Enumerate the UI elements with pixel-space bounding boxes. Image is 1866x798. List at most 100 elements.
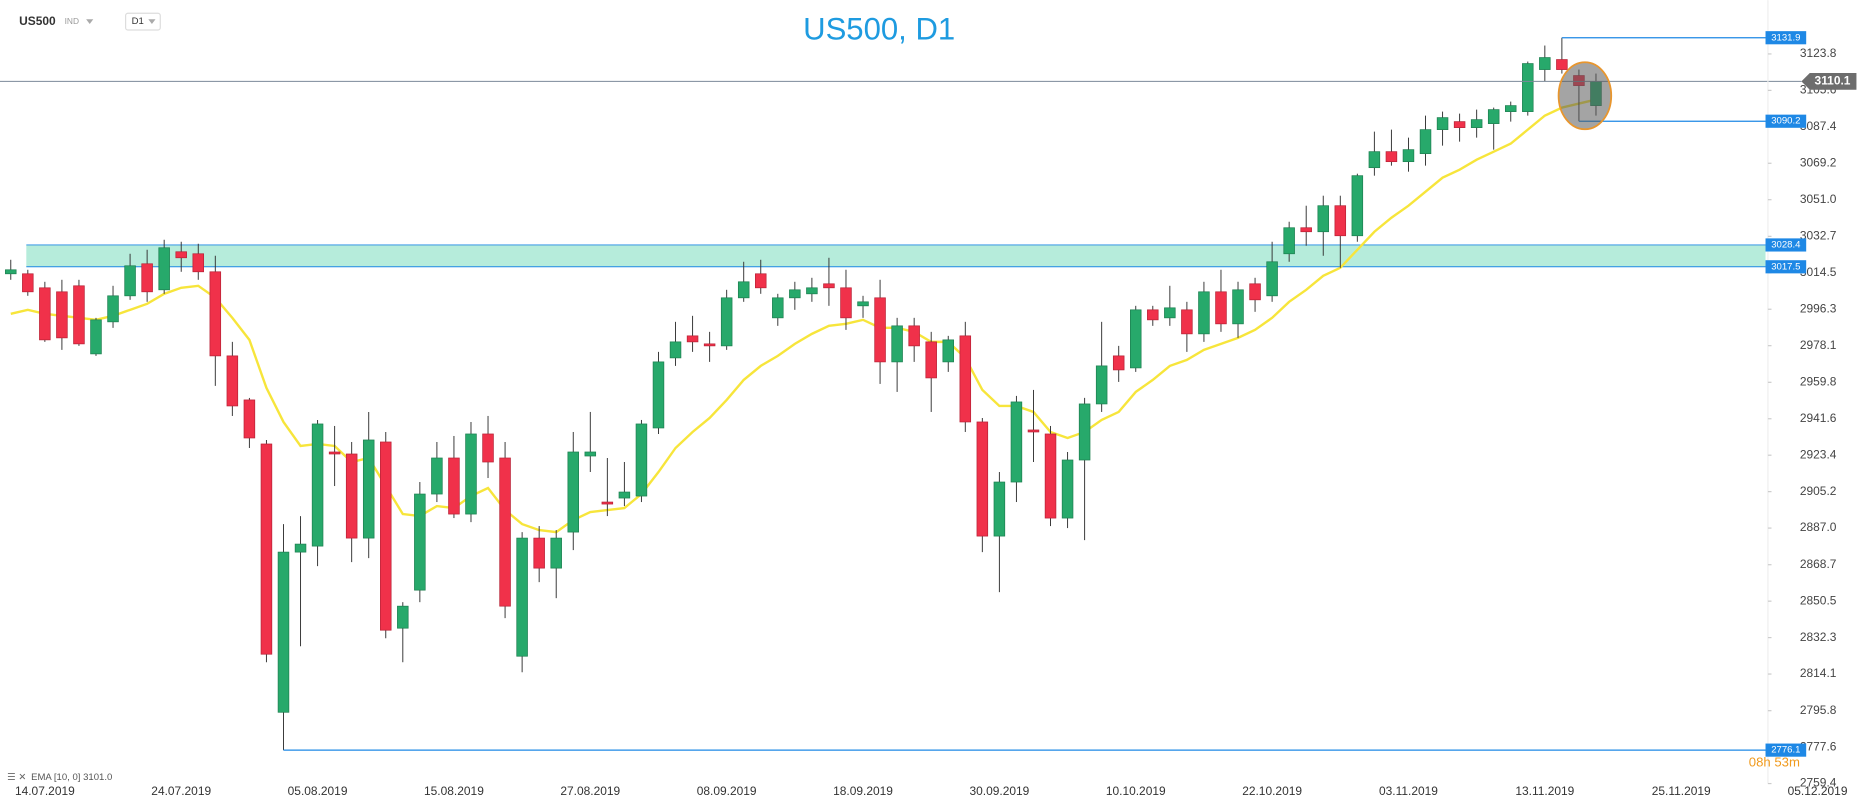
x-tick-label: 03.11.2019 [1379,784,1438,798]
y-tick-label: 2959.8 [1800,374,1837,388]
candle-body [141,263,153,293]
candle-body [976,421,989,537]
y-tick-label: 2832.3 [1800,630,1837,644]
candle-body [601,501,614,505]
x-tick-label: 08.09.2019 [697,784,757,798]
y-tick-label: 2759.4 [1800,776,1837,790]
candle-body [277,551,290,713]
y-tick-label: 3032.7 [1800,229,1837,243]
candle-body [942,339,954,363]
candle-body [755,273,767,289]
candle-body [1453,121,1466,128]
level-label: 3131.9 [1771,32,1800,43]
candle-body [158,247,170,291]
level-label: 3090.2 [1771,116,1800,127]
candle-body [107,295,119,323]
candle-body [1061,459,1074,519]
candle-body [209,271,222,357]
candle-body [1351,175,1364,237]
level-box [1765,31,1807,45]
candle-body [1419,129,1432,155]
y-tick-label: 2887.0 [1800,520,1837,534]
y-tick-label: 2868.7 [1800,557,1837,571]
candle-body [1010,401,1023,483]
y-tick-label: 2978.1 [1800,338,1837,352]
candle-body [226,355,239,407]
y-tick-label: 3069.2 [1800,155,1837,169]
level-box [1765,114,1807,128]
candle-body [584,451,597,457]
candle-body [1402,149,1415,163]
candle-body [1112,355,1125,371]
candle-body [1317,205,1329,233]
candle-body [857,301,869,307]
candle-body [1164,307,1176,319]
y-tick-label: 2941.6 [1800,411,1837,425]
candle-body [1181,309,1193,335]
timeframe-box[interactable] [124,12,161,31]
candle-body [874,297,886,363]
candle-body [720,297,733,347]
indicator-label: EMA [10, 0] 3101.0 [31,772,112,783]
x-tick-label: 24.07.2019 [151,784,211,798]
candle-body [499,457,511,607]
x-tick-label: 05.08.2019 [288,784,348,798]
candle-body [243,399,256,439]
candle-body [1266,261,1278,297]
candle-body [1368,151,1381,169]
candle-body [1283,227,1295,255]
candle-body [686,335,699,343]
candle-body [362,439,375,539]
candle-body [1487,109,1500,124]
symbol-type: IND [65,16,79,26]
zone-box [1765,260,1807,274]
symbol[interactable]: US500 [19,14,56,28]
candle-body [1232,289,1244,325]
candle-body [448,457,460,515]
plot-area [0,37,1802,751]
y-tick-label: 2996.3 [1800,301,1837,315]
x-tick-label: 18.09.2019 [833,784,893,798]
candle-body [1436,117,1449,130]
dropdown-arrow[interactable] [86,19,94,25]
candle-body [345,453,358,539]
candle-body [482,433,494,463]
candle-body [652,361,665,429]
candle-body [516,537,528,657]
candle-body [90,319,102,355]
x-tick-label: 30.09.2019 [969,784,1029,798]
indicator-icon[interactable]: ☰ ✕ [7,772,26,783]
zone-box [1765,238,1807,252]
candle-body [567,451,579,533]
candle-body [823,283,835,289]
candle-body [328,451,341,455]
candle-body [465,433,477,515]
level-box [1765,743,1807,757]
dropdown-arrow[interactable] [148,19,156,25]
candle-body [1147,309,1159,321]
candle-body [124,265,136,297]
candle-body [414,493,426,591]
candle-body [669,341,682,359]
candle-body [1130,309,1142,369]
candle-body [56,291,68,339]
candle-body [550,537,562,569]
candle-body [1505,105,1517,112]
candle-body [1556,59,1568,70]
timeframe[interactable]: D1 [132,16,144,27]
y-tick-label: 2850.5 [1800,593,1837,607]
candle-body [1078,403,1091,461]
candle-body [431,457,443,495]
candle-body [703,343,716,347]
candle-body [533,537,545,569]
candle-body [1215,291,1227,325]
candle-body [993,481,1006,537]
ema-line [10,98,1597,534]
y-tick-label: 3087.4 [1800,119,1837,133]
candle-body [925,341,937,379]
candle-body [311,423,324,547]
candle-body [380,441,392,631]
candle-body [806,287,818,295]
zone [26,244,1766,267]
candle-body [772,297,784,319]
